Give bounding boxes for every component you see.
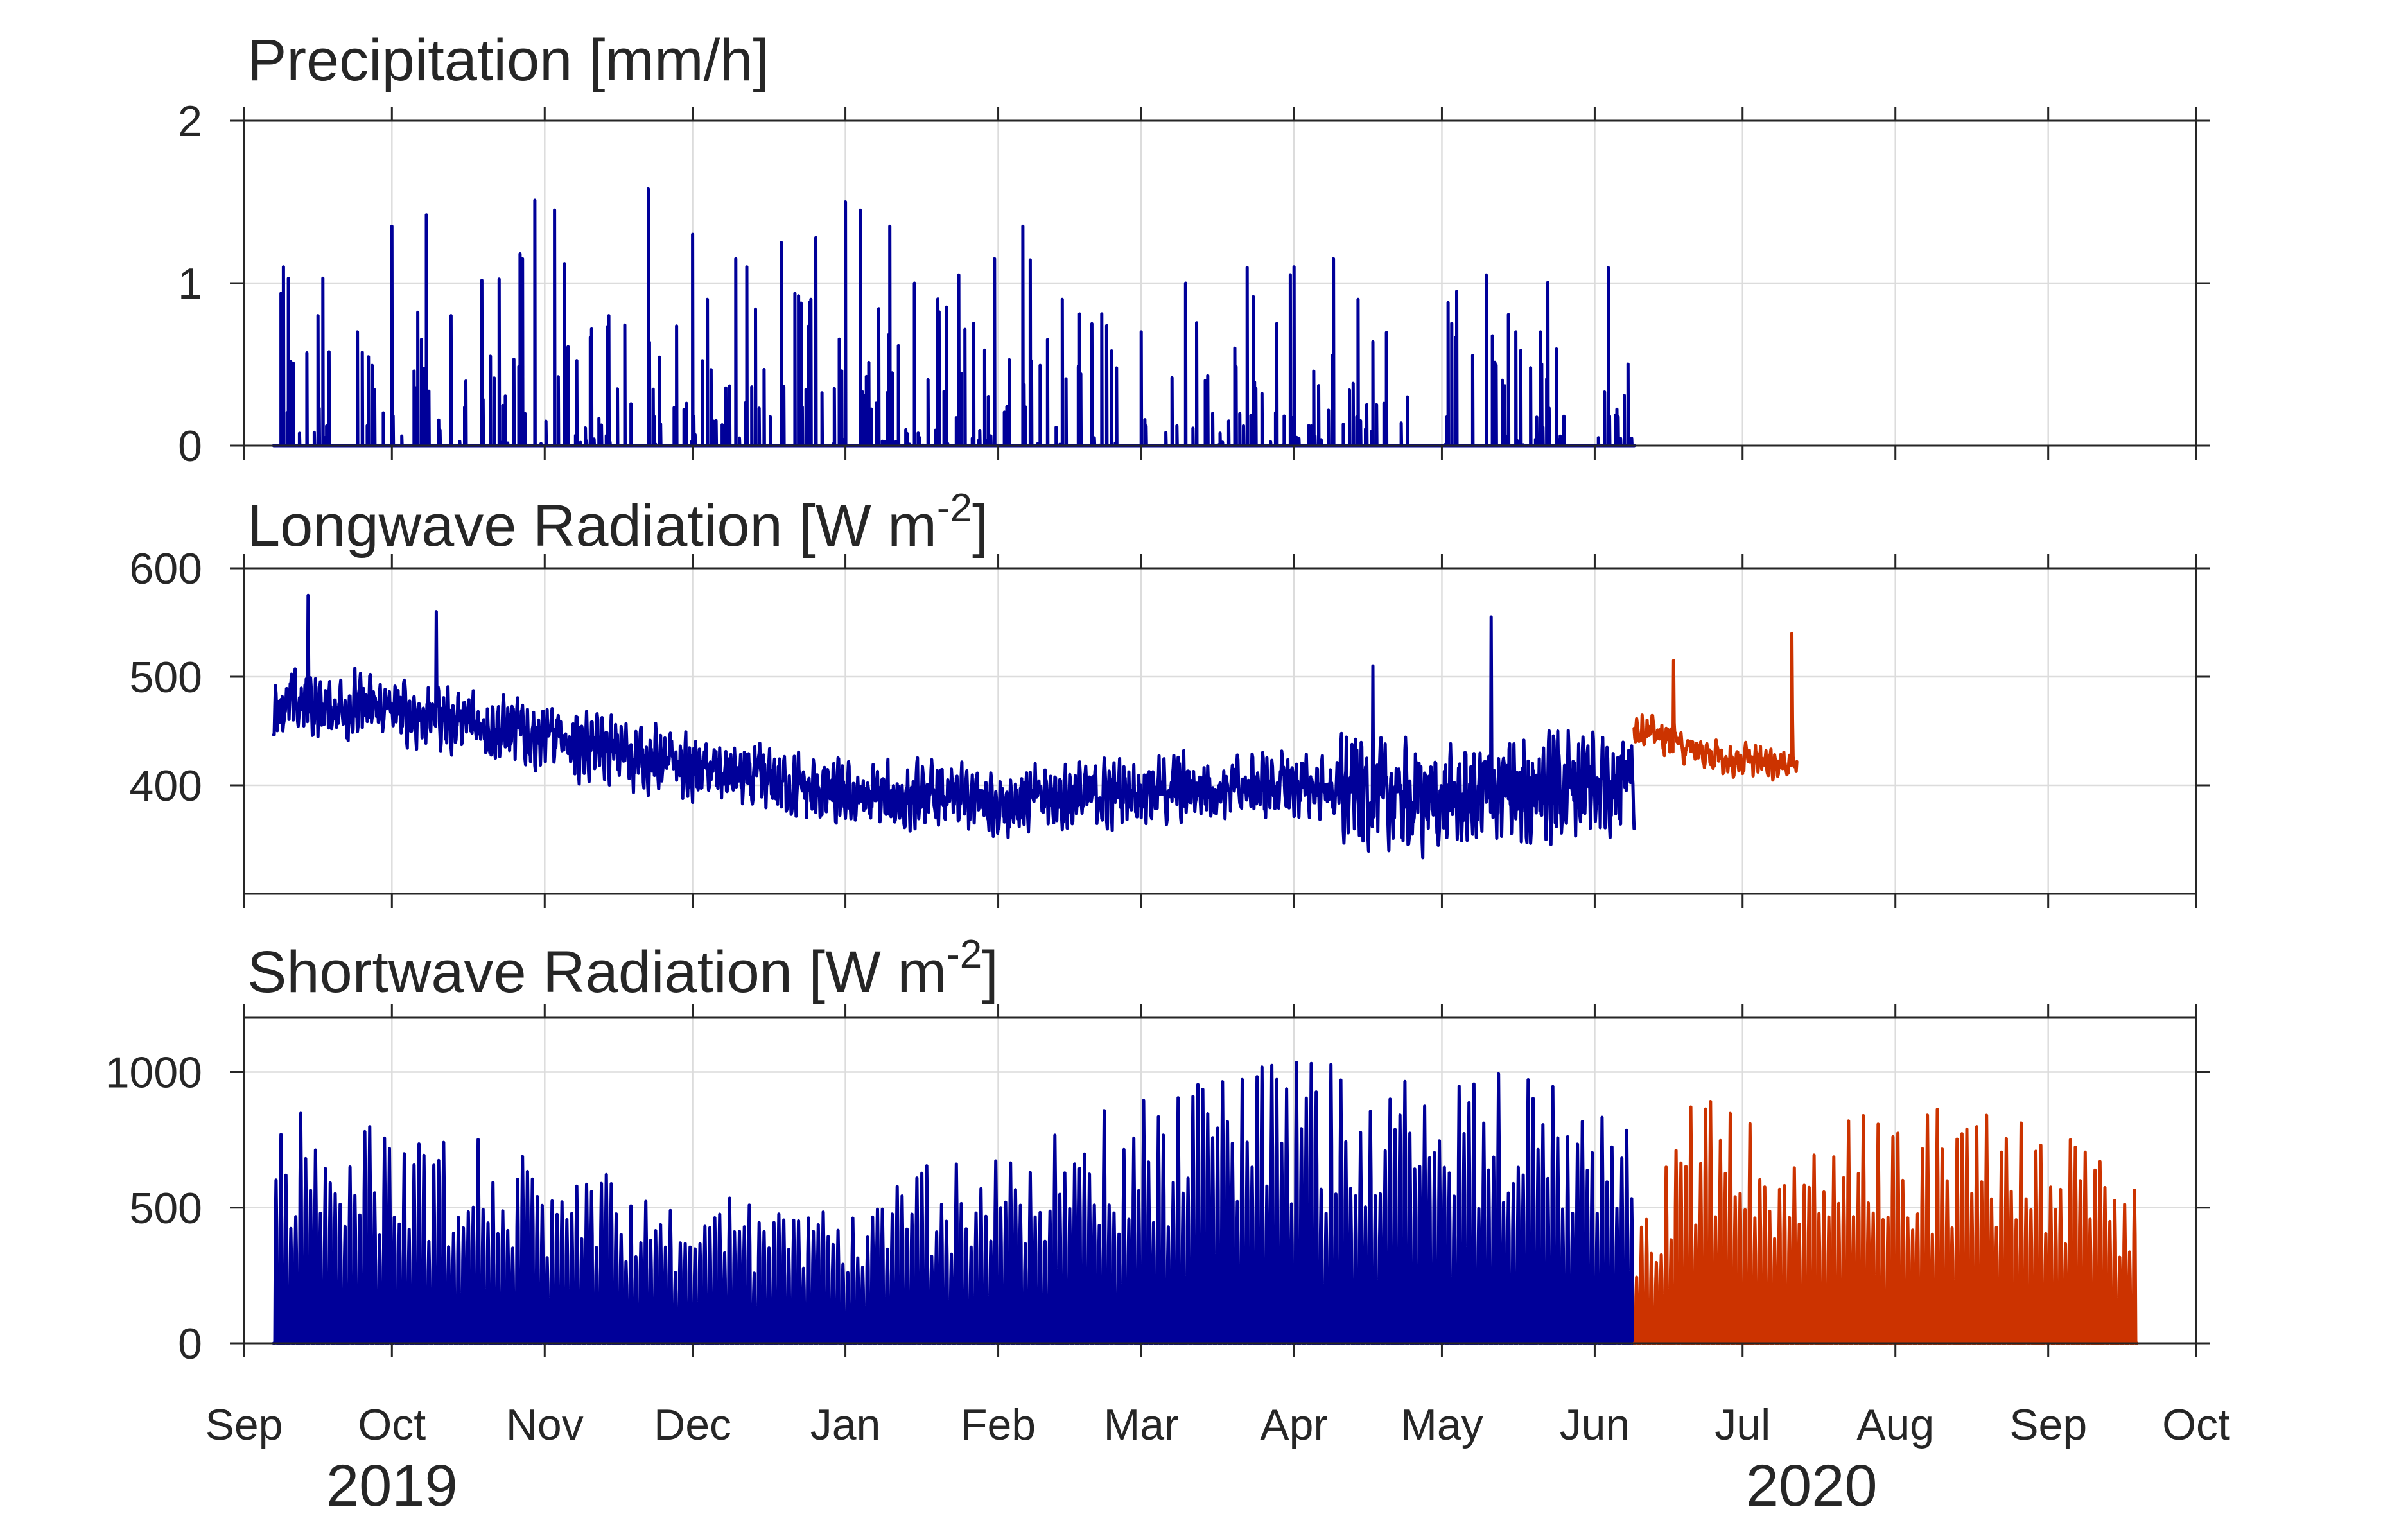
y-tick-label: 600	[130, 545, 202, 593]
panel-title-longwave: Longwave Radiation [W m-2]	[247, 486, 989, 559]
x-tick-label: Apr	[1260, 1400, 1328, 1449]
y-tick-label: 0	[178, 422, 202, 471]
panel-shortwave: Shortwave Radiation [W m-2] 0 500 1000	[105, 932, 2210, 1368]
x-tick-label: Dec	[654, 1400, 731, 1449]
panel-title-shortwave-main: Shortwave Radiation [W m	[247, 939, 947, 1005]
ticks-precipitation: 0 1 2	[178, 97, 2210, 471]
y-tick-label: 500	[130, 653, 202, 702]
panel-title-shortwave-superscript: -2	[947, 932, 982, 977]
panel-title-longwave-suffix: ]	[972, 493, 989, 559]
series-precipitation	[272, 187, 1636, 448]
x-tick-label: Nov	[506, 1400, 584, 1449]
panel-longwave: Longwave Radiation [W m-2] 400 500 600	[130, 486, 2210, 908]
panel-title-longwave-main: Longwave Radiation [W m	[247, 493, 937, 559]
y-tick-label: 400	[130, 762, 202, 810]
x-tick-label: Jun	[1560, 1400, 1630, 1449]
x-axis-year-labels: 2019 2020	[326, 1453, 1878, 1519]
x-tick-label: Sep	[2009, 1400, 2087, 1449]
x-tick-label: May	[1400, 1400, 1483, 1449]
series-longwave-extended	[1632, 631, 1799, 782]
series-shortwave-extended	[1632, 1100, 2139, 1345]
grid-precipitation	[243, 119, 2197, 447]
panel-title-longwave-superscript: -2	[937, 486, 972, 530]
x-tick-label: Sep	[205, 1400, 283, 1449]
x-tick-label: Aug	[1856, 1400, 1934, 1449]
x-tick-label: Mar	[1104, 1400, 1179, 1449]
year-label: 2019	[326, 1453, 458, 1519]
y-tick-label: 1000	[105, 1049, 202, 1097]
year-label: 2020	[1746, 1453, 1878, 1519]
x-axis-month-labels: Sep Oct Nov Dec Jan Feb Mar Apr May Jun Jul Aug Sep O…	[205, 1400, 2230, 1449]
x-tick-label: Feb	[961, 1400, 1036, 1449]
series-shortwave-measured	[272, 1061, 1636, 1345]
panel-title-shortwave-suffix: ]	[982, 939, 999, 1005]
x-tick-label: Oct	[358, 1400, 426, 1449]
axes-box-longwave	[243, 567, 2197, 895]
y-tick-label: 0	[178, 1320, 202, 1368]
panel-title-shortwave: Shortwave Radiation [W m-2]	[247, 932, 999, 1005]
panel-title-precipitation: Precipitation [mm/h]	[247, 28, 769, 93]
ticks-longwave: 400 500 600	[130, 545, 2210, 908]
axes-box-shortwave	[243, 1016, 2197, 1345]
y-tick-label: 1	[178, 259, 202, 308]
x-tick-label: Oct	[2162, 1400, 2230, 1449]
y-tick-label: 500	[130, 1184, 202, 1233]
panel-precipitation: Precipitation [mm/h] 0 1 2	[178, 28, 2210, 471]
x-tick-label: Jul	[1714, 1400, 1770, 1449]
x-tick-label: Jan	[810, 1400, 881, 1449]
y-tick-label: 2	[178, 97, 202, 146]
series-longwave-measured	[272, 593, 1636, 860]
ticks-shortwave: 0 500 1000	[105, 1004, 2210, 1368]
